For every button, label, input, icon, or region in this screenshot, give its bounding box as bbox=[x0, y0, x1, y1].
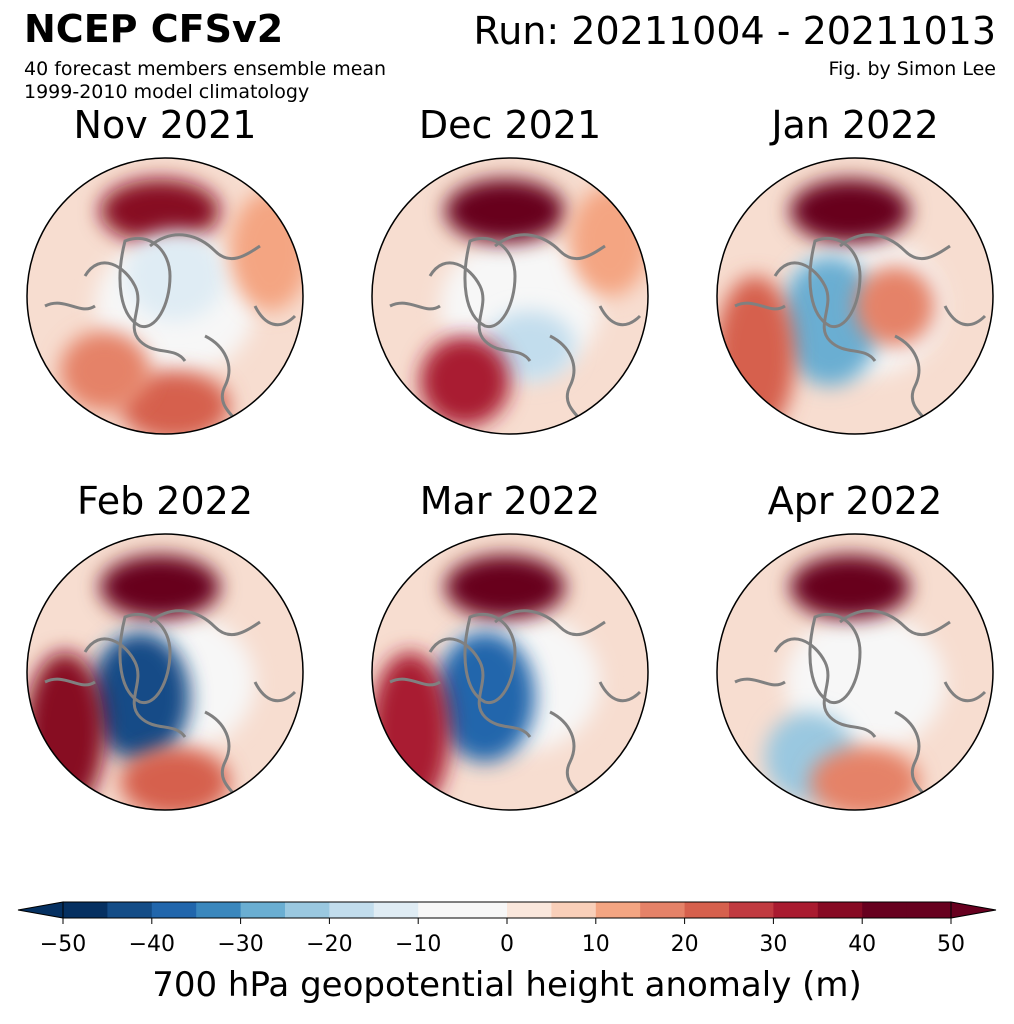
polar-map bbox=[716, 157, 994, 435]
anomaly-greenland-europe bbox=[485, 311, 575, 381]
colorbar-segment bbox=[684, 902, 730, 918]
colorbar-tick-label: −10 bbox=[394, 932, 442, 957]
figure-title: NCEP CFSv2 bbox=[24, 7, 284, 51]
coastline bbox=[44, 233, 297, 432]
colorbar-tick-label: 20 bbox=[670, 932, 699, 957]
coastline bbox=[734, 609, 987, 808]
anomaly-europe bbox=[120, 371, 230, 434]
subtitle-climatology: 1999-2010 model climatology bbox=[24, 81, 310, 103]
colorbar-tick-label: 10 bbox=[581, 932, 610, 957]
colorbar-max-extension bbox=[950, 901, 997, 919]
anomaly-greenland bbox=[435, 632, 535, 762]
greenland-outline bbox=[808, 613, 862, 705]
map-boundary bbox=[26, 157, 304, 435]
anomaly-north-pacific bbox=[790, 179, 910, 243]
anomaly-asia bbox=[570, 186, 648, 296]
anomaly-north-pacific bbox=[100, 555, 220, 619]
anomaly-scandinavia bbox=[855, 266, 935, 346]
colorbar-segment bbox=[817, 902, 863, 918]
anomaly-north-atlantic-east bbox=[60, 331, 150, 411]
colorbar-segment bbox=[729, 902, 774, 918]
colorbar-segment bbox=[240, 902, 286, 918]
colorbar-segment bbox=[151, 902, 197, 918]
figure-credit: Fig. by Simon Lee bbox=[828, 58, 997, 80]
panel-title: Feb 2022 bbox=[76, 479, 254, 523]
panel-title: Apr 2022 bbox=[767, 479, 943, 523]
polar-map bbox=[26, 157, 304, 435]
colorbar-segment bbox=[640, 902, 686, 918]
greenland-outline bbox=[118, 237, 172, 329]
anomaly-greenland bbox=[780, 256, 880, 386]
colorbar-tick-label: 40 bbox=[848, 932, 877, 957]
colorbar-segment bbox=[595, 902, 641, 918]
anomaly-canada-east bbox=[125, 231, 225, 321]
panel-title: Jan 2022 bbox=[771, 103, 939, 147]
colorbar-segment bbox=[462, 902, 508, 918]
anomaly-europe bbox=[120, 747, 230, 810]
colorbar-tick-label: −30 bbox=[217, 932, 264, 957]
colorbar-segment bbox=[551, 902, 597, 918]
colorbar-segment bbox=[418, 902, 464, 918]
map-boundary bbox=[371, 157, 649, 435]
greenland-outline bbox=[463, 613, 517, 705]
greenland-outline bbox=[118, 613, 172, 705]
colorbar-segment bbox=[196, 902, 242, 918]
polar-map bbox=[26, 533, 304, 811]
anomaly-north-atlantic bbox=[420, 336, 510, 426]
polar-map bbox=[716, 533, 994, 811]
panel-title: Dec 2021 bbox=[418, 103, 602, 147]
map-boundary bbox=[371, 533, 649, 811]
colorbar-segment bbox=[862, 902, 908, 918]
colorbar-tick-label: −50 bbox=[39, 932, 87, 957]
panel-title: Nov 2021 bbox=[73, 103, 257, 147]
colorbar-segment bbox=[107, 902, 153, 918]
colorbar-tick-label: −40 bbox=[128, 932, 176, 957]
colorbar-segment bbox=[773, 902, 819, 918]
anomaly-north-pacific bbox=[445, 555, 565, 619]
anomaly-atlantic bbox=[372, 652, 450, 810]
anomaly-atlantic bbox=[27, 652, 105, 810]
greenland-outline bbox=[463, 237, 517, 329]
coastline bbox=[734, 233, 987, 432]
colorbar-tick-label: 50 bbox=[937, 932, 965, 957]
subtitle-ensemble: 40 forecast members ensemble mean bbox=[24, 58, 387, 80]
anomaly-north-pacific bbox=[445, 179, 565, 243]
map-boundary bbox=[716, 533, 994, 811]
colorbar-label: 700 hPa geopotential height anomaly (m) bbox=[152, 965, 862, 1005]
colorbar-segment bbox=[63, 902, 108, 918]
anomaly-greenland bbox=[90, 632, 190, 762]
panel-title: Mar 2022 bbox=[419, 479, 601, 523]
colorbar-segment bbox=[507, 902, 552, 918]
colorbar-segment bbox=[285, 902, 330, 918]
anomaly-europe bbox=[810, 747, 920, 810]
coastline bbox=[44, 609, 297, 808]
coastline bbox=[389, 233, 642, 432]
anomaly-atlantic bbox=[717, 276, 795, 434]
polar-map bbox=[371, 157, 649, 435]
polar-map bbox=[371, 533, 649, 811]
colorbar-tick-label: 30 bbox=[759, 932, 788, 957]
colorbar bbox=[17, 901, 997, 924]
colorbar-segment bbox=[373, 902, 419, 918]
anomaly-north-pacific bbox=[100, 179, 220, 243]
colorbar-segment bbox=[906, 902, 952, 918]
run-dates: Run: 20211004 - 20211013 bbox=[473, 9, 996, 53]
anomaly-north-pacific bbox=[790, 555, 910, 619]
colorbar-segment bbox=[329, 902, 375, 918]
colorbar-tick-label: −20 bbox=[306, 932, 353, 957]
greenland-outline bbox=[808, 237, 862, 329]
coastline bbox=[389, 609, 642, 808]
colorbar-tick-label: 0 bbox=[500, 932, 514, 957]
colorbar-min-extension bbox=[17, 901, 64, 919]
map-boundary bbox=[716, 157, 994, 435]
map-boundary bbox=[26, 533, 304, 811]
